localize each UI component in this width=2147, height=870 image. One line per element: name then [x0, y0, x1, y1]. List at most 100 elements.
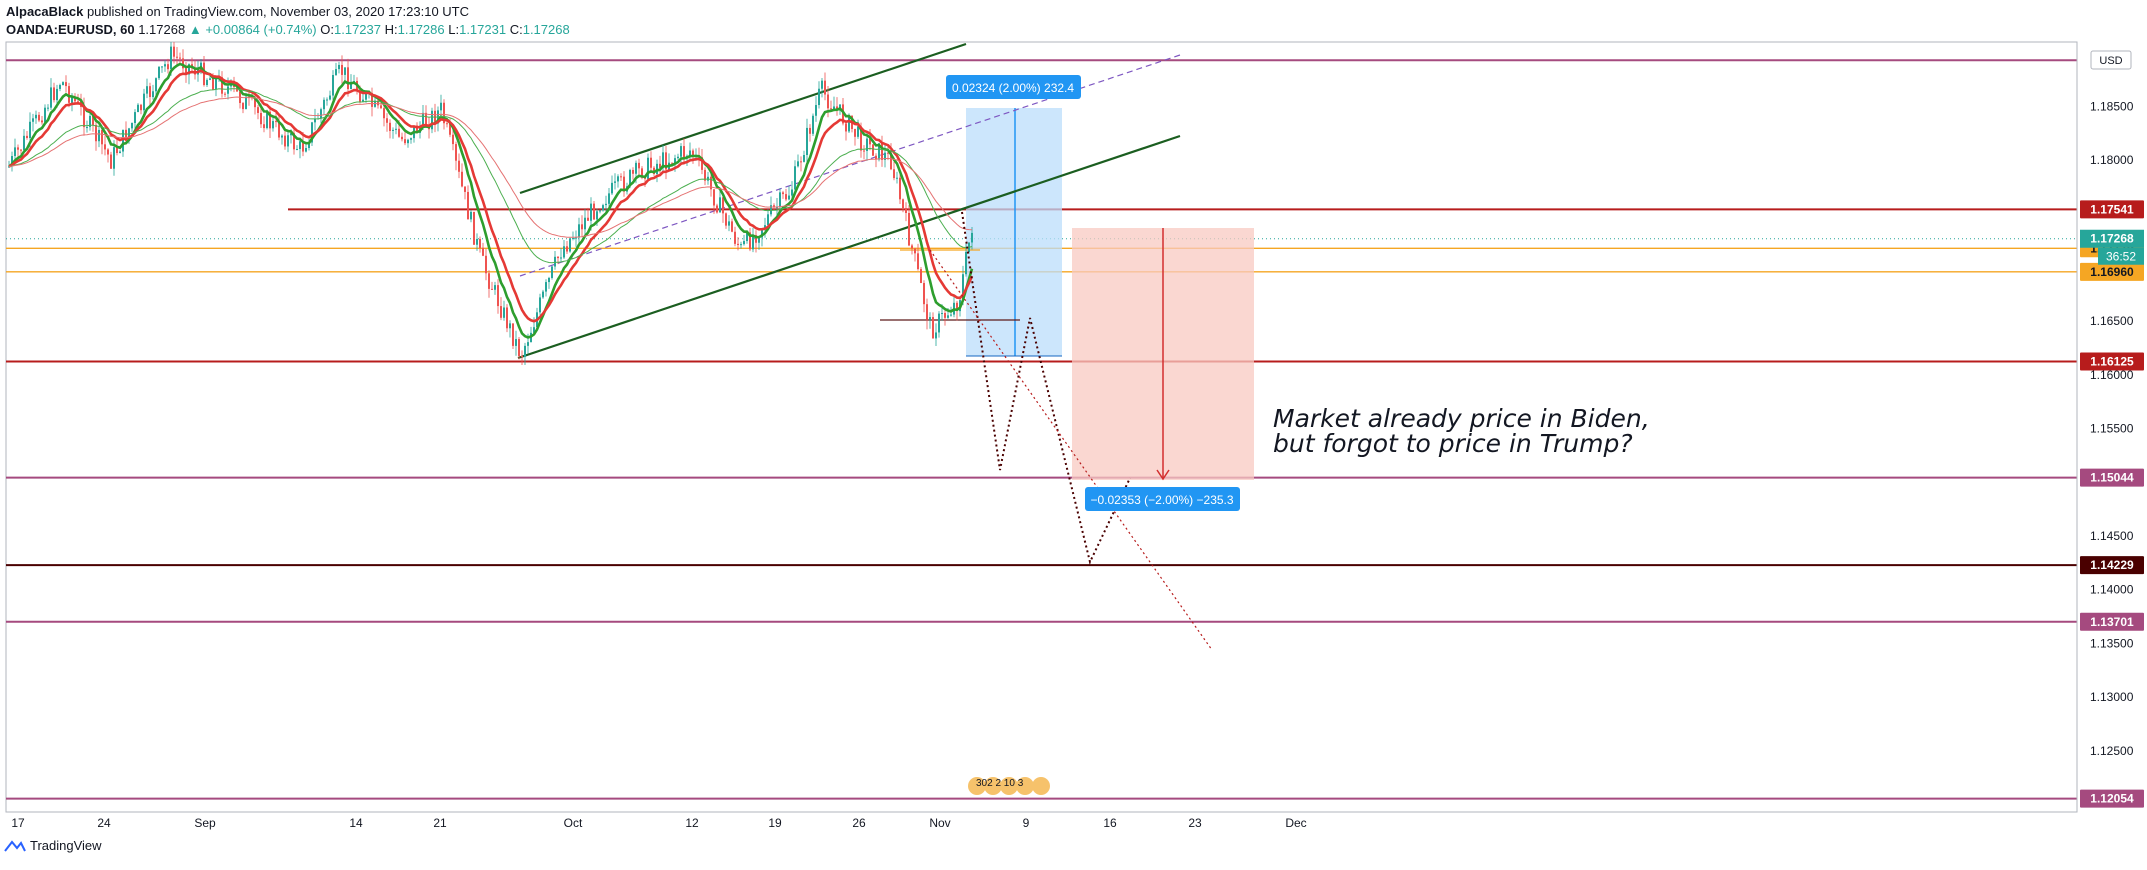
candle-body	[833, 106, 835, 110]
candle-body	[896, 177, 898, 179]
candle-body	[458, 160, 460, 172]
candle-body	[623, 176, 625, 192]
candle-body	[704, 169, 706, 181]
candle-body	[602, 205, 604, 211]
candle-body	[728, 221, 730, 226]
candle-body	[146, 86, 148, 94]
candle-body	[386, 118, 388, 123]
candle-body	[608, 193, 610, 204]
price-tick-label: 1.14000	[2090, 583, 2134, 597]
candle-body	[560, 257, 562, 259]
time-tick-label: 23	[1188, 816, 1202, 830]
events-strip[interactable]: 302 2 10 3	[968, 777, 1050, 795]
ema-slow-red-line[interactable]	[8, 96, 973, 238]
projected-trendline[interactable]	[929, 249, 1213, 651]
candle-body	[155, 78, 157, 92]
candle-body	[86, 127, 88, 129]
candle-body	[788, 195, 790, 200]
candle-body	[848, 115, 850, 132]
candle-body	[806, 127, 808, 156]
candle-body	[116, 147, 118, 154]
currency-badge[interactable]: USD	[2090, 50, 2132, 70]
candle-body	[917, 253, 919, 270]
candle-body	[371, 92, 373, 107]
price-badge	[2080, 789, 2144, 808]
candle-body	[857, 126, 859, 137]
candle-body	[596, 211, 598, 220]
price-tick-label: 1.12500	[2090, 744, 2134, 758]
candle-body	[170, 46, 172, 70]
candle-body	[758, 237, 760, 243]
candle-body	[38, 114, 40, 121]
candle-body	[224, 93, 226, 95]
candle-body	[956, 302, 958, 312]
candle-body	[815, 105, 817, 116]
candle-body	[818, 88, 820, 106]
candle-body	[749, 232, 751, 250]
candle-body	[746, 232, 748, 242]
candle-body	[884, 152, 886, 160]
candle-body	[554, 256, 556, 267]
projected-path[interactable]	[961, 211, 1131, 565]
candle-body	[227, 86, 229, 94]
candle-body	[599, 210, 601, 212]
candle-body	[797, 161, 799, 167]
candle-body	[308, 142, 310, 149]
price-tick-label: 1.16000	[2090, 368, 2134, 382]
candle-body	[617, 176, 619, 182]
candle-body	[176, 56, 178, 58]
candle-body	[152, 91, 154, 98]
candle-body	[935, 332, 937, 339]
candle-body	[878, 143, 880, 160]
candle-body	[95, 124, 97, 142]
candle-body	[491, 288, 493, 290]
channel-upper-line[interactable]	[519, 42, 967, 195]
candle-body	[845, 123, 847, 132]
candle-body	[542, 291, 544, 298]
ema-slow-green-line[interactable]	[8, 88, 973, 264]
candle-body	[161, 66, 163, 68]
candle-body	[338, 64, 340, 70]
symbol-name[interactable]: OANDA:EURUSD, 60	[6, 22, 135, 37]
candle-body	[962, 274, 964, 301]
candle-body	[407, 139, 409, 144]
high-value: 1.17286	[397, 22, 445, 37]
channel-lower-line[interactable]	[517, 134, 1181, 360]
candle-body	[920, 269, 922, 284]
candle-body	[512, 323, 514, 346]
candle-body	[11, 156, 13, 167]
footer-brand[interactable]: TradingView	[4, 838, 102, 853]
candle-body	[347, 67, 349, 90]
long-position-box[interactable]	[966, 108, 1062, 356]
candle-body	[911, 245, 913, 249]
price-badge	[2080, 468, 2144, 487]
candle-body	[215, 78, 217, 90]
candle-body	[521, 355, 523, 357]
time-tick-label: 17	[11, 816, 25, 830]
author-name[interactable]: AlpacaBlack	[6, 4, 84, 19]
candle-body	[98, 129, 100, 142]
candle-body	[125, 129, 127, 142]
candle-body	[479, 238, 481, 248]
ema-medium-line[interactable]	[8, 69, 974, 323]
candle-body	[389, 122, 391, 131]
candle-body	[404, 139, 406, 144]
candle-body	[269, 111, 271, 129]
candle-body	[35, 114, 37, 119]
candle-body	[782, 192, 784, 195]
candle-body	[632, 169, 634, 174]
candle-body	[650, 157, 652, 168]
candle-body	[887, 152, 889, 154]
candle-body	[26, 135, 28, 138]
candle-body	[929, 317, 931, 320]
measure-up-text: 0.02324 (2.00%) 232.4	[952, 81, 1074, 95]
countdown-text: 36:52	[2106, 250, 2136, 264]
candle-body	[464, 186, 466, 192]
ema-fast-line[interactable]	[8, 62, 974, 339]
candle-body	[452, 134, 454, 145]
candle-body	[635, 162, 637, 174]
candle-body	[272, 121, 274, 129]
price-badge-text: 1.15044	[2090, 471, 2134, 485]
candle-body	[311, 122, 313, 143]
